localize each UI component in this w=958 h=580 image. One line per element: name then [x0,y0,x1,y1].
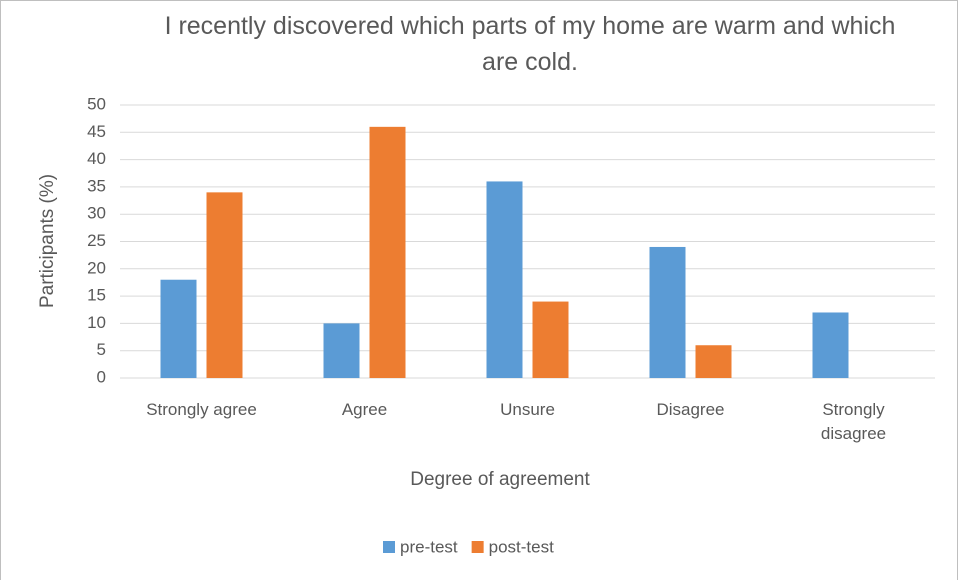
x-tick-label: Strongly agree [146,400,257,419]
bar [206,192,243,378]
bar [695,345,732,378]
y-tick-label: 25 [87,231,106,250]
x-tick-label: Disagree [656,400,725,419]
bar [812,312,849,378]
y-axis-label: Participants (%) [37,174,58,308]
legend-swatch [383,541,395,553]
bar [532,301,569,378]
y-tick-label: 40 [87,149,106,168]
bar [160,279,197,378]
legend-swatch [471,541,484,553]
bar [649,246,686,378]
x-axis-label: Degree of agreement [410,469,590,490]
y-tick-label: 5 [97,340,106,359]
y-tick-label: 20 [87,258,106,277]
x-tick-label: Unsure [500,400,555,419]
x-tick-label: Agree [341,400,388,419]
bar [323,323,360,378]
y-tick-label: 30 [87,204,106,223]
y-tick-label: 0 [97,367,106,386]
legend-label: pre-test [400,537,458,556]
x-tick-label: Strongly disagree [820,400,887,443]
y-tick-label: 10 [87,313,106,332]
y-tick-label: 35 [87,176,106,195]
bar [486,181,523,378]
legend-label: post-test [489,537,554,556]
bar [369,126,406,378]
chart-title: I recently discovered which parts of my … [164,12,896,76]
y-tick-label: 15 [87,286,106,305]
y-tick-label: 50 [87,94,106,113]
y-tick-label: 45 [87,122,106,141]
